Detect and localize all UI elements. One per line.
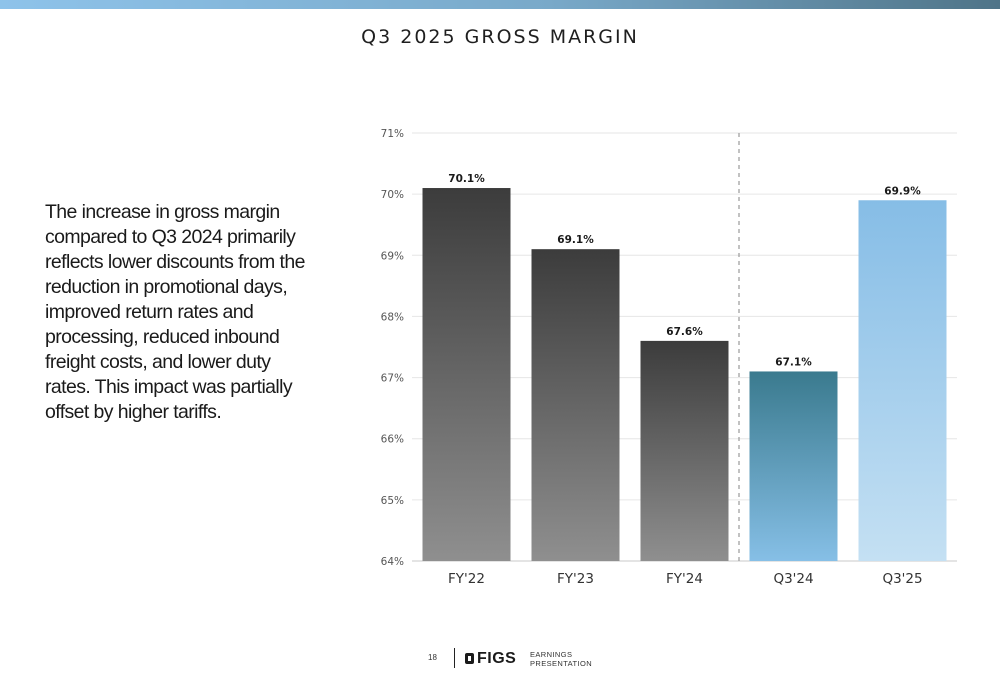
y-tick-label: 70% <box>381 189 404 201</box>
top-accent-bar <box>0 0 1000 9</box>
data-label: 70.1% <box>448 173 485 185</box>
y-tick-label: 64% <box>381 556 404 568</box>
bar <box>422 188 511 561</box>
figs-logo-icon <box>465 653 474 664</box>
data-label: 69.9% <box>884 185 921 197</box>
gross-margin-bar-chart: 64% 65% 66% 67% 68% 69% 70% 71% 70.1% 69.1% 67.6%… <box>381 128 957 587</box>
x-tick-label: FY'23 <box>557 571 594 587</box>
footer-caption-line1: EARNINGS <box>530 650 573 659</box>
footer-caption-line2: PRESENTATION <box>530 658 593 668</box>
page-number: 18 <box>428 653 437 662</box>
body-text: The increase in gross margin compared to… <box>45 201 305 423</box>
slide-title: Q3 2025 GROSS MARGIN <box>361 26 639 48</box>
bars <box>422 188 947 561</box>
figs-logo-text: FIGS <box>477 650 517 667</box>
y-axis-tick-labels: 64% 65% 66% 67% 68% 69% 70% 71% <box>381 128 404 568</box>
data-label: 67.1% <box>775 356 812 368</box>
data-label: 69.1% <box>557 234 594 246</box>
data-labels: 70.1% 69.1% 67.6% 67.1% 69.9% <box>448 173 921 368</box>
y-tick-label: 69% <box>381 250 404 262</box>
y-tick-label: 68% <box>381 311 404 323</box>
x-tick-label: FY'24 <box>666 571 703 587</box>
x-tick-label: Q3'25 <box>882 571 922 587</box>
y-tick-label: 65% <box>381 495 404 507</box>
x-tick-label: Q3'24 <box>773 571 813 587</box>
bar <box>640 340 729 561</box>
bar <box>531 249 620 561</box>
bar <box>749 371 838 561</box>
footer-caption: EARNINGS PRESENTATION <box>530 650 593 668</box>
bar <box>858 200 947 561</box>
x-tick-label: FY'22 <box>448 571 485 587</box>
y-tick-label: 67% <box>381 373 404 385</box>
footer: 18 FIGS EARNINGS PRESENTATION <box>0 647 1000 671</box>
x-axis-tick-labels: FY'22 FY'23 FY'24 Q3'24 Q3'25 <box>448 571 923 587</box>
y-tick-label: 66% <box>381 434 404 446</box>
y-tick-label: 71% <box>381 128 404 140</box>
footer-divider <box>454 648 455 668</box>
data-label: 67.6% <box>666 326 703 338</box>
